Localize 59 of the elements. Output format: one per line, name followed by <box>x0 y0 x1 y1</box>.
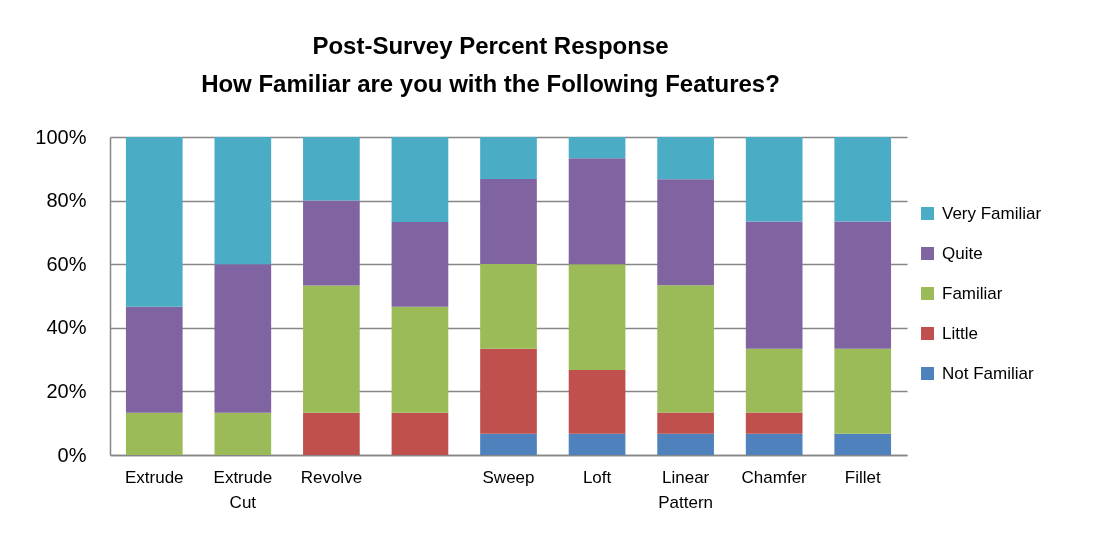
x-tick-label: Sweep <box>482 467 535 487</box>
legend-label: Little <box>942 323 978 343</box>
bar <box>834 137 892 222</box>
bar <box>214 137 272 265</box>
bar <box>480 137 537 179</box>
y-tick-label: 40% <box>46 316 87 339</box>
x-tick-label: Linear Pattern <box>658 467 714 512</box>
bar <box>391 137 449 222</box>
bar <box>568 370 626 434</box>
bar <box>214 264 272 413</box>
x-tick-label: Extrude <box>124 467 184 487</box>
x-tick-label: Loft <box>582 467 612 487</box>
x-tick-label: Revolve <box>300 467 363 487</box>
bar <box>745 433 803 455</box>
bar <box>303 412 360 455</box>
legend-label: Quite <box>942 243 983 263</box>
bar <box>834 348 892 434</box>
bar <box>125 137 183 307</box>
bar <box>568 264 626 371</box>
bar <box>303 285 360 413</box>
legend-label: Familiar <box>942 283 1003 303</box>
bar <box>657 433 714 455</box>
bar <box>657 412 714 434</box>
y-tick-label: 0% <box>57 443 87 466</box>
x-tick-label: Extrude Cut <box>213 467 273 512</box>
x-tick-label: Chamfer <box>741 467 808 487</box>
bar <box>745 348 803 413</box>
bar <box>125 412 183 455</box>
bar <box>745 412 803 434</box>
bar <box>391 221 449 307</box>
bar <box>568 137 626 159</box>
bar <box>391 306 449 413</box>
bar <box>834 433 892 455</box>
bar <box>480 263 537 349</box>
legend-label: Not Familiar <box>942 363 1034 383</box>
y-tick-label: 80% <box>46 189 87 212</box>
bar <box>303 200 360 286</box>
bar <box>568 433 626 455</box>
bar <box>480 433 537 455</box>
bar <box>745 221 803 349</box>
bar <box>657 137 714 180</box>
x-tick-label: Fillet <box>844 467 881 487</box>
y-tick-label: 100% <box>35 125 87 148</box>
bar <box>480 178 537 264</box>
bar <box>391 412 449 455</box>
bar <box>657 179 714 286</box>
bar <box>303 137 360 201</box>
bar <box>745 137 803 222</box>
bar <box>834 221 892 349</box>
y-tick-label: 60% <box>46 252 87 275</box>
bar <box>568 158 626 265</box>
chart-title: Post-Survey Percent Response <box>312 32 669 59</box>
bar <box>214 412 272 455</box>
chart-subtitle: How Familiar are you with the Following Features? <box>201 70 780 97</box>
bar <box>125 306 183 413</box>
bar <box>657 285 714 413</box>
bar <box>480 348 537 434</box>
legend-label: Very Familiar <box>942 203 1042 223</box>
y-tick-label: 20% <box>46 379 87 402</box>
